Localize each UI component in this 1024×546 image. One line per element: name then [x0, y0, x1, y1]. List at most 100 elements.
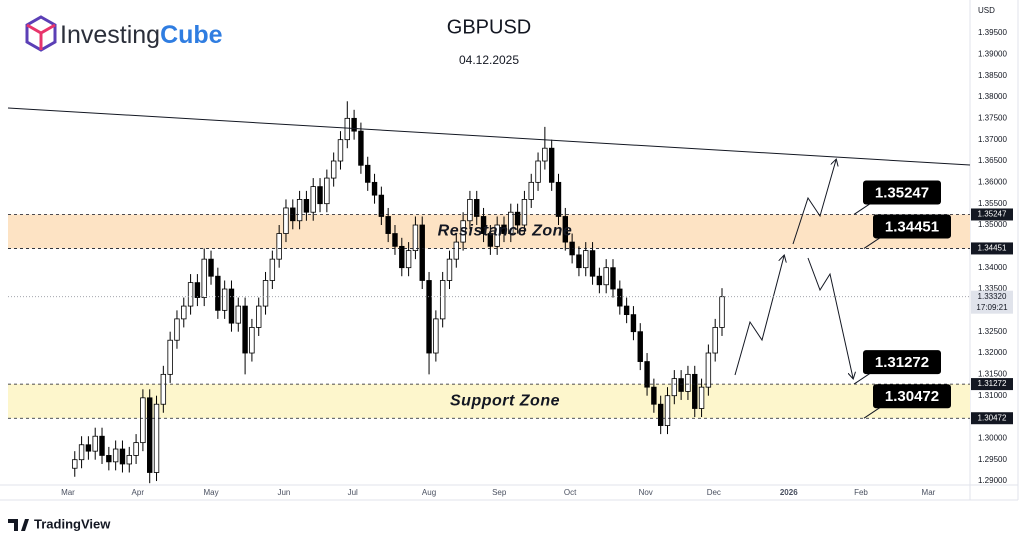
candle-body: [617, 288, 623, 307]
last-price-tag: [971, 290, 1013, 314]
candle-body: [433, 318, 439, 354]
candle-body: [72, 459, 78, 469]
candle-body: [242, 305, 248, 354]
candle-body: [535, 160, 541, 183]
x-tick-label: Aug: [422, 488, 436, 497]
candle-body: [705, 352, 712, 388]
candle-body: [692, 373, 698, 409]
countdown-label: 17:09:21: [976, 303, 1008, 312]
candle-body: [351, 117, 357, 132]
x-tick-label: May: [203, 488, 218, 497]
y-tick-label: 1.38000: [978, 92, 1007, 101]
candle-body: [719, 296, 725, 328]
candle-body: [99, 435, 105, 456]
footer-text: TradingView: [34, 516, 111, 531]
tv-icon: [8, 519, 29, 531]
callout-label: 1.31272: [875, 354, 929, 371]
overlay: Resistance Zone 1.35247 1.34451 Support Zon…: [8, 180, 970, 419]
y-tick-label: 1.32000: [978, 348, 1007, 357]
candle-body: [439, 280, 446, 320]
candle-body: [262, 280, 269, 307]
candle-body: [378, 194, 385, 217]
candle-body: [235, 305, 241, 324]
y-tick-label: 1.35000: [978, 220, 1007, 229]
callout-box: [863, 350, 941, 375]
x-tick-label: Oct: [564, 488, 577, 497]
zone-label: Resistance Zone: [438, 223, 573, 240]
price-tag-label: 1.31272: [978, 379, 1007, 388]
candle-body: [460, 220, 466, 243]
candle-body: [221, 288, 228, 311]
candles: [72, 101, 725, 484]
candle-body: [514, 211, 521, 226]
candle-body: [147, 397, 153, 473]
candle-body: [426, 280, 432, 354]
chart-subtitle: 04.12.2025: [459, 53, 519, 67]
candle-body: [685, 373, 691, 392]
candle-body: [371, 181, 378, 196]
candle-body: [296, 199, 303, 222]
projection-arrow: [734, 256, 784, 376]
callout-label: 1.34451: [885, 218, 939, 235]
candle-body: [508, 211, 514, 234]
candle-body: [344, 117, 350, 141]
candle-body: [480, 216, 487, 234]
x-tick-label: Mar: [922, 488, 936, 497]
candle-body: [324, 177, 330, 205]
candle-body: [651, 386, 657, 405]
candle-body: [467, 199, 473, 222]
candle-body: [140, 397, 146, 444]
candle-body: [358, 130, 364, 166]
last-price-label: 1.33320: [978, 292, 1007, 301]
candle-body: [630, 314, 637, 333]
callout-box: [863, 180, 941, 205]
y-tick-label: 1.35500: [978, 199, 1007, 208]
candle-body: [256, 305, 262, 328]
x-tick-label: Dec: [707, 488, 721, 497]
callout-box: [873, 384, 951, 409]
candle-body: [637, 331, 643, 362]
candle-body: [201, 258, 207, 298]
brand-part2: Cube: [160, 21, 223, 49]
candle-body: [678, 378, 684, 392]
candle-body: [106, 455, 112, 463]
candle-body: [494, 224, 500, 247]
price-tag: [971, 242, 1013, 255]
chart-title: GBPUSD: [447, 16, 531, 38]
y-tick-label: 1.37500: [978, 113, 1007, 122]
candle-body: [453, 241, 459, 260]
y-tick-label: 1.36500: [978, 156, 1007, 165]
x-tick-label: Mar: [61, 488, 75, 497]
candle-body: [337, 139, 344, 162]
candle-body: [92, 435, 98, 452]
candle-body: [181, 305, 187, 320]
price-tag: [971, 208, 1013, 221]
candle-body: [167, 339, 173, 375]
candle-body: [133, 442, 139, 456]
currency-label: USD: [978, 6, 995, 15]
candle-body: [712, 327, 718, 354]
candle-body: [412, 224, 419, 252]
candle-body: [392, 233, 398, 247]
candle-body: [228, 288, 235, 324]
candle-body: [555, 181, 562, 217]
candle-body: [160, 373, 167, 405]
candle-body: [521, 199, 528, 226]
candle-body: [153, 403, 160, 473]
candle-body: [119, 448, 126, 465]
candle-body: [657, 403, 664, 426]
candle-body: [194, 282, 201, 298]
y-tick-label: 1.33500: [978, 284, 1007, 293]
zone: [8, 384, 970, 419]
zone-label: Support Zone: [450, 392, 560, 409]
candle-body: [583, 250, 589, 269]
logo: InvestingCube: [25, 15, 223, 52]
candle-body: [317, 186, 323, 205]
candle-body: [174, 318, 180, 341]
callout-label: 1.35247: [875, 184, 929, 201]
y-tick-label: 1.39500: [978, 28, 1007, 37]
axes: 1.29000 1.29500 1.30000 1.31000 1.31500 1.320…: [61, 28, 1013, 497]
x-tick-label: Sep: [492, 488, 507, 497]
projection-arrow: [807, 257, 853, 378]
candle-body: [542, 147, 548, 162]
